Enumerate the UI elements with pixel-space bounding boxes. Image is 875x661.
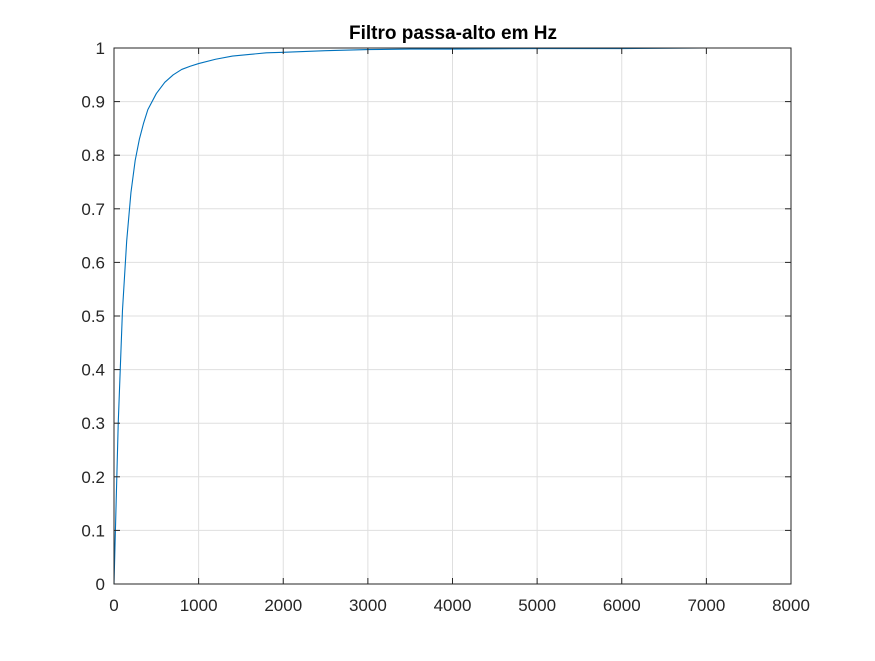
y-tick-label: 0.4: [81, 361, 105, 380]
y-tick-label: 0.3: [81, 414, 105, 433]
x-tick-label: 0: [109, 596, 118, 615]
series-line-0: [113, 47, 775, 585]
plot-area: 0 1000 2000 3000 4000 5000 6000 7000 8000 0 0.1 0.2…: [81, 39, 810, 615]
x-tick-label: 2000: [264, 596, 302, 615]
y-tick-label: 0.6: [81, 253, 105, 272]
x-tick-label: 6000: [603, 596, 641, 615]
x-tick-label: 4000: [434, 596, 472, 615]
y-tick-label: 0.7: [81, 200, 105, 219]
y-tick-label: 0.9: [81, 93, 105, 112]
y-tick-label: 0.5: [81, 307, 105, 326]
x-tick-label: 1000: [180, 596, 218, 615]
y-tick-label: 0.2: [81, 468, 105, 487]
x-tick-label: 3000: [349, 596, 387, 615]
x-tick-label: 5000: [518, 596, 556, 615]
y-tick-label: 0: [96, 575, 105, 594]
x-tick-label: 8000: [772, 596, 810, 615]
chart-title: Filtro passa-alto em Hz: [349, 23, 557, 44]
x-tick-label: 7000: [687, 596, 725, 615]
y-tick-label: 1: [96, 39, 105, 58]
y-tick-label: 0.1: [81, 521, 105, 540]
y-tick-label: 0.8: [81, 146, 105, 165]
